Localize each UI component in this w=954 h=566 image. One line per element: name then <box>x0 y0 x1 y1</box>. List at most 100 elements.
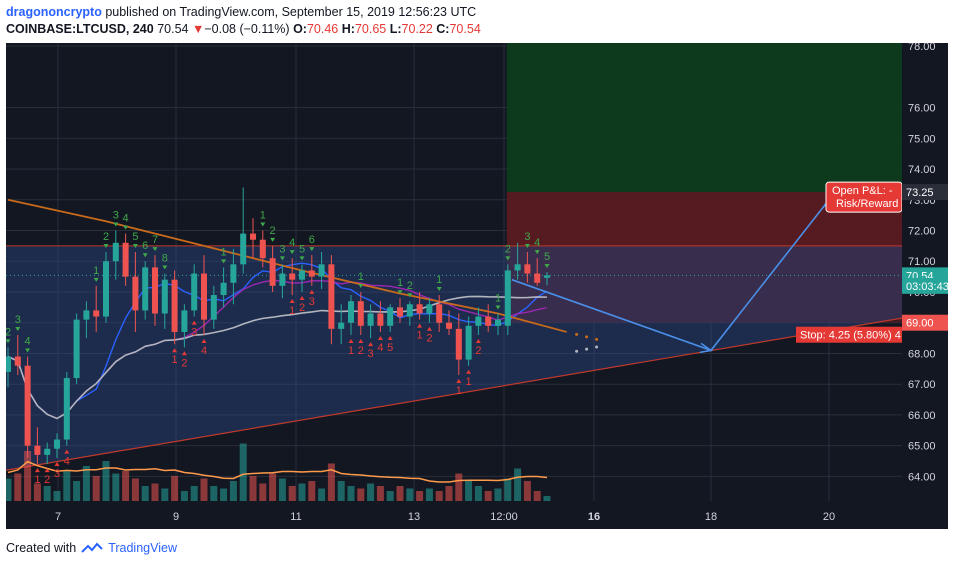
x-tick-label: 16 <box>588 511 600 523</box>
candle-body <box>407 304 413 316</box>
volume-bar <box>73 481 80 501</box>
td-count-red: 1 <box>348 345 354 357</box>
candle-body <box>240 234 246 265</box>
td-count-green: 4 <box>123 213 129 225</box>
low-value: 70.22 <box>402 22 433 36</box>
candle-body <box>358 301 364 326</box>
volume-bar <box>83 466 90 501</box>
volume-bar <box>524 481 531 501</box>
candle-body <box>524 264 530 273</box>
candle-body <box>515 264 521 270</box>
candle-body <box>475 317 481 326</box>
x-tick-label: 13 <box>408 511 420 523</box>
candle-body <box>123 243 129 277</box>
td-count-green: 1 <box>221 246 227 258</box>
ema-projection-dot <box>595 338 598 341</box>
candle-body <box>34 446 40 455</box>
candle-body <box>309 270 315 276</box>
open-value: 70.46 <box>307 22 338 36</box>
volume-bar <box>210 486 217 501</box>
symbol-label[interactable]: COINBASE:LTCUSD, 240 <box>6 22 154 36</box>
td-count-red: 3 <box>191 327 197 339</box>
candle-body <box>348 301 354 323</box>
candle-body <box>368 313 374 325</box>
candle-body <box>250 234 256 240</box>
candle-body <box>387 307 393 325</box>
td-count-green: 6 <box>142 240 148 252</box>
volume-bar <box>289 486 296 501</box>
volume-bar <box>367 484 374 502</box>
candle-body <box>83 310 89 319</box>
candle-body <box>417 304 423 313</box>
close-value: 70.54 <box>449 22 480 36</box>
td-count-red: 4 <box>201 345 207 357</box>
candle-body <box>446 323 452 329</box>
volume-bar <box>446 486 453 501</box>
target-zone <box>507 43 902 192</box>
td-count-green: 5 <box>299 243 305 255</box>
candle-body <box>113 243 119 261</box>
volume-bar <box>377 486 384 501</box>
volume-bar <box>426 489 433 502</box>
y-tick-label: 67.00 <box>908 379 936 391</box>
tradingview-link[interactable]: TradingView <box>108 541 177 555</box>
volume-bar <box>44 486 51 501</box>
candle <box>505 264 511 335</box>
x-tick-label: 12:00 <box>490 511 518 523</box>
volume-bar <box>397 486 404 501</box>
td-count-green: 2 <box>6 326 11 338</box>
td-count-green: 3 <box>113 210 119 222</box>
close-label: C: <box>436 22 449 36</box>
volume-bar <box>348 486 355 501</box>
volume-bar <box>191 486 198 501</box>
candle-body <box>6 357 11 372</box>
symbol-bar: COINBASE:LTCUSD, 240 70.54 ▼−0.08 (−0.11… <box>6 22 481 36</box>
candle-body <box>201 274 207 320</box>
candle-body <box>505 270 511 325</box>
td-count-green: 3 <box>279 243 285 255</box>
volume-bar <box>436 491 443 501</box>
td-count-green: 1 <box>397 277 403 289</box>
td-count-red: 3 <box>54 468 60 480</box>
y-tick-label: 72.00 <box>908 226 936 238</box>
candle-body <box>544 275 550 277</box>
candle <box>64 372 70 446</box>
stop-label: Stop: 4.25 (5.80%) 4 <box>800 330 901 342</box>
y-tick-label: 68.00 <box>908 348 936 360</box>
candle-body <box>172 280 178 332</box>
volume-bar <box>514 469 521 502</box>
td-count-green: 1 <box>495 292 501 304</box>
volume-bar <box>122 471 129 501</box>
candle-body <box>103 261 109 316</box>
td-count-green: 5 <box>544 251 550 263</box>
td-count-red: 1 <box>289 305 295 317</box>
candle-body <box>64 378 70 439</box>
volume-bar <box>161 489 168 502</box>
td-count-green: 2 <box>103 231 109 243</box>
volume-bar <box>142 486 149 501</box>
volume-bar <box>416 491 423 501</box>
volume-bar <box>544 496 551 501</box>
td-count-green: 1 <box>436 274 442 286</box>
volume-bar <box>465 481 472 501</box>
candle-body <box>211 295 217 320</box>
publish-info: dragononcrypto published on TradingView.… <box>6 5 476 19</box>
y-tick-label: 64.00 <box>908 471 936 483</box>
author-link[interactable]: dragononcrypto <box>6 5 102 19</box>
td-count-green: 3 <box>524 231 530 243</box>
change-arrow-icon: ▼ <box>192 22 204 36</box>
volume-bar <box>406 489 413 502</box>
td-count-green: 1 <box>93 265 99 277</box>
volume-bar <box>338 481 345 501</box>
y-tick-label: 74.00 <box>908 164 936 176</box>
volume-bar <box>132 479 139 502</box>
volume-bar <box>357 489 364 502</box>
price-tag-label: 73.25 <box>906 187 934 199</box>
td-count-red: 3 <box>368 348 374 360</box>
td-count-red: 2 <box>44 474 50 486</box>
td-count-red: 2 <box>358 345 364 357</box>
td-count-red: 2 <box>475 345 481 357</box>
last-price: 70.54 <box>157 22 188 36</box>
